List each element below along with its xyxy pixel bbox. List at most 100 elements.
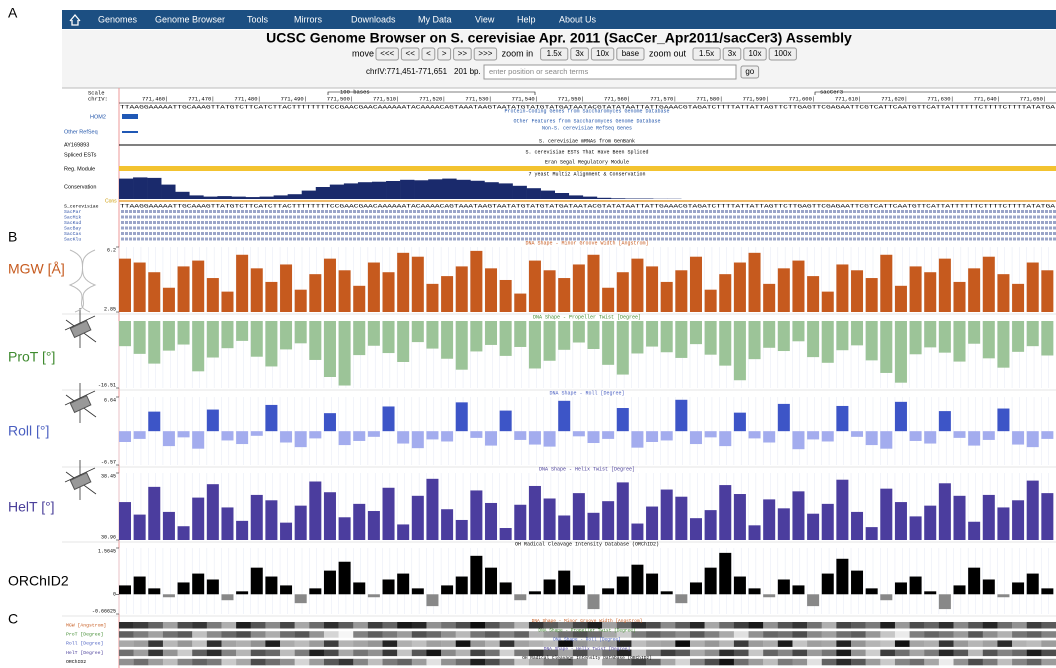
button-label[interactable]: <<< <box>380 49 394 58</box>
bar <box>851 270 864 312</box>
bar <box>616 408 629 432</box>
heatmap-cell <box>133 658 149 666</box>
bar <box>894 401 907 432</box>
bar <box>441 276 454 312</box>
track-name: ORChID2 <box>8 573 69 589</box>
heatmap-cell <box>719 631 735 638</box>
button-label[interactable]: 100x <box>774 49 791 58</box>
heatmap-cell <box>763 649 779 657</box>
bar <box>119 321 132 347</box>
bar <box>748 525 761 540</box>
bar <box>616 576 629 595</box>
heatmap-cell <box>177 631 193 638</box>
conservation-bar <box>554 193 570 199</box>
ruler-label: 771,490| <box>281 95 307 102</box>
heatmap-cell <box>938 658 954 666</box>
button-label[interactable]: 3x <box>575 49 583 58</box>
heatmap-cell <box>162 640 178 647</box>
button-label[interactable]: go <box>745 67 754 76</box>
heatmap-cell <box>982 658 998 666</box>
button[interactable] <box>616 47 645 61</box>
bar <box>865 527 878 540</box>
bar <box>294 431 307 448</box>
conservation-bar <box>414 180 429 199</box>
nav-item[interactable]: Help <box>517 14 536 24</box>
button[interactable] <box>570 47 589 61</box>
button-label[interactable]: 1.5x <box>547 49 562 58</box>
nav-item[interactable]: Downloads <box>351 14 396 24</box>
heatmap-cell <box>206 622 222 629</box>
ruler-label: 771,460| <box>142 95 168 102</box>
button[interactable] <box>540 47 569 61</box>
sequence: TTAAGGAAAAATTGCAAAGTTATGTCTTCATCTTACTTTT… <box>120 103 1056 110</box>
track-label: Spliced ESTs <box>64 152 97 158</box>
button-label[interactable]: >>> <box>478 49 492 58</box>
button[interactable] <box>375 47 399 61</box>
heatmap-cell <box>821 640 837 647</box>
track-title: DNA Shape - Helix Twist [Degree] <box>539 466 635 472</box>
heatmap-cell <box>294 640 310 647</box>
heatmap-cell <box>602 658 617 666</box>
bar <box>733 494 746 540</box>
bar <box>514 594 527 601</box>
heatmap-cell <box>382 649 398 657</box>
nav-item[interactable]: Mirrors <box>294 14 322 24</box>
button-label[interactable]: 3x <box>728 49 736 58</box>
button[interactable] <box>453 47 472 61</box>
button-label[interactable]: << <box>406 49 416 58</box>
search-input[interactable] <box>483 64 737 80</box>
nav-item[interactable]: Genome Browser <box>155 14 225 24</box>
button-label[interactable]: > <box>442 49 447 58</box>
heatmap-cell <box>177 658 193 666</box>
button-label[interactable]: 10x <box>749 49 762 58</box>
button[interactable] <box>473 47 498 61</box>
bar <box>338 431 351 446</box>
heatmap-cell <box>689 631 705 638</box>
bar <box>1026 262 1039 312</box>
heatmap-cell <box>646 631 661 638</box>
home-icon[interactable] <box>69 13 81 26</box>
bar <box>602 321 615 365</box>
button[interactable] <box>740 65 760 79</box>
bar <box>851 431 864 437</box>
heatmap-cell <box>821 631 837 638</box>
button-label[interactable]: < <box>426 49 431 58</box>
button[interactable] <box>722 47 742 61</box>
button-label[interactable]: 1.5x <box>699 49 714 58</box>
nav-item[interactable]: View <box>475 14 495 24</box>
button-label[interactable]: 10x <box>596 49 609 58</box>
bar <box>704 510 717 540</box>
button[interactable] <box>421 47 436 61</box>
button[interactable] <box>400 47 420 61</box>
nav-item[interactable]: My Data <box>418 14 452 24</box>
button-label[interactable]: base <box>622 49 640 58</box>
search-placeholder[interactable]: enter position or search terms <box>489 67 588 76</box>
bar <box>616 321 629 375</box>
helix-icon <box>68 249 97 313</box>
conservation-bar <box>582 196 598 199</box>
heatmap-cell <box>763 640 779 647</box>
heatmap-cell <box>397 631 413 638</box>
heatmap-cell <box>441 622 456 629</box>
heatmap-cell <box>206 649 222 657</box>
nav-item[interactable]: About Us <box>559 14 597 24</box>
button[interactable] <box>768 47 797 61</box>
heatmap-cell <box>1012 640 1027 647</box>
y-tick-label: 0 <box>113 592 116 598</box>
button-label[interactable]: >> <box>458 49 468 58</box>
heatmap-cell <box>485 649 500 657</box>
heatmap-label: ProT [Degree] <box>66 631 103 637</box>
nav-item[interactable]: Tools <box>247 14 269 24</box>
button[interactable] <box>743 47 767 61</box>
button[interactable] <box>437 47 452 61</box>
nav-item[interactable]: Genomes <box>98 14 138 24</box>
ruler-label: 771,560| <box>604 95 630 102</box>
button[interactable] <box>590 47 615 61</box>
heatmap-cell <box>353 622 369 629</box>
bar <box>909 266 922 312</box>
bar <box>851 321 864 346</box>
button[interactable] <box>692 47 721 61</box>
heatmap-cell <box>455 658 471 666</box>
bar <box>133 514 146 540</box>
chrom-label: chrIV: <box>88 95 108 102</box>
